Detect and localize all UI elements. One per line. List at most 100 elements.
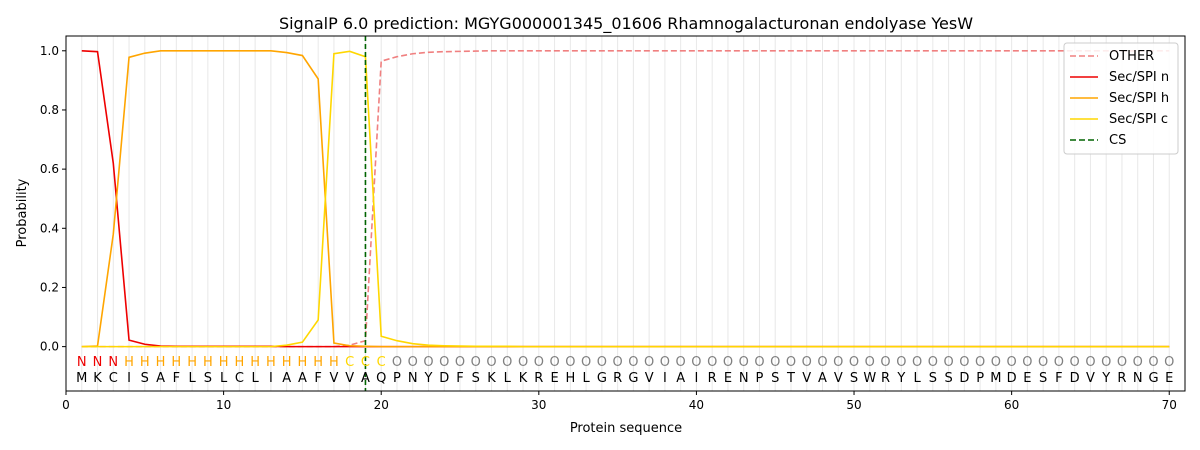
amino-acid-label: Y xyxy=(1101,371,1110,386)
amino-acid-label: S xyxy=(850,371,858,386)
amino-acid-label: D xyxy=(1007,371,1017,386)
x-axis-ticks: 0 10 20 30 40 50 60 70 xyxy=(62,391,1177,412)
region-label: O xyxy=(817,355,827,370)
amino-acid-label: C xyxy=(235,371,244,386)
legend-label: Sec/SPI c xyxy=(1109,112,1168,127)
amino-acid-label: P xyxy=(393,371,401,386)
amino-acid-label: N xyxy=(1133,371,1143,386)
series-line-0 xyxy=(81,49,1170,348)
amino-acid-label: N xyxy=(739,371,749,386)
region-label: H xyxy=(282,355,292,370)
amino-acid-label: S xyxy=(472,371,480,386)
region-label: N xyxy=(108,355,118,370)
y-tick-label: 0.2 xyxy=(40,280,59,294)
amino-acid-label: M xyxy=(76,371,87,386)
legend-label: Sec/SPI h xyxy=(1109,91,1169,106)
region-label: C xyxy=(345,355,354,370)
amino-acid-label: L xyxy=(582,371,590,386)
amino-acid-label: R xyxy=(1117,371,1126,386)
y-tick-label: 1.0 xyxy=(40,44,59,58)
amino-acid-label: A xyxy=(282,371,291,386)
region-label: O xyxy=(676,355,686,370)
amino-acid-label: Y xyxy=(424,371,433,386)
region-label: H xyxy=(187,355,197,370)
region-label: O xyxy=(723,355,733,370)
amino-acid-label: L xyxy=(252,371,260,386)
amino-acid-label: K xyxy=(93,371,102,386)
amino-acid-label: R xyxy=(613,371,622,386)
residue-labels: NMNKNCHIHSHAHFHLHSHLHCHLHIHAHAHFHVCVCACQ… xyxy=(76,355,1174,386)
x-axis-label: Protein sequence xyxy=(570,421,682,436)
x-tick-label: 70 xyxy=(1162,398,1177,412)
grid-lines xyxy=(81,36,1170,391)
amino-acid-label: F xyxy=(1055,371,1062,386)
region-label: O xyxy=(549,355,559,370)
amino-acid-label: V xyxy=(345,371,354,386)
amino-acid-label: E xyxy=(724,371,732,386)
amino-acid-label: A xyxy=(818,371,827,386)
region-label: O xyxy=(660,355,670,370)
amino-acid-label: I xyxy=(269,371,273,386)
amino-acid-label: K xyxy=(487,371,496,386)
amino-acid-label: Q xyxy=(376,371,386,386)
amino-acid-label: E xyxy=(1023,371,1031,386)
series-line-2 xyxy=(81,49,1170,348)
region-label: O xyxy=(865,355,875,370)
amino-acid-label: F xyxy=(456,371,463,386)
y-axis-ticks: 0.0 0.2 0.4 0.6 0.8 1.0 xyxy=(40,44,66,354)
region-label: O xyxy=(597,355,607,370)
amino-acid-label: A xyxy=(676,371,685,386)
amino-acid-label: V xyxy=(1086,371,1095,386)
region-label: O xyxy=(581,355,591,370)
amino-acid-label: M xyxy=(990,371,1001,386)
amino-acid-label: A xyxy=(361,371,370,386)
region-label: O xyxy=(1101,355,1111,370)
amino-acid-label: N xyxy=(408,371,418,386)
region-label: H xyxy=(156,355,166,370)
region-label: O xyxy=(754,355,764,370)
amino-acid-label: S xyxy=(204,371,212,386)
amino-acid-label: L xyxy=(504,371,512,386)
region-label: O xyxy=(471,355,481,370)
region-label: O xyxy=(1164,355,1174,370)
region-label: C xyxy=(361,355,370,370)
amino-acid-label: P xyxy=(976,371,984,386)
region-label: O xyxy=(534,355,544,370)
series-lines xyxy=(81,36,1170,391)
amino-acid-label: A xyxy=(298,371,307,386)
region-label: O xyxy=(1054,355,1064,370)
amino-acid-label: D xyxy=(439,371,449,386)
region-label: H xyxy=(203,355,213,370)
amino-acid-label: S xyxy=(944,371,952,386)
amino-acid-label: I xyxy=(695,371,699,386)
region-label: O xyxy=(644,355,654,370)
region-label: O xyxy=(1022,355,1032,370)
region-label: O xyxy=(896,355,906,370)
legend-label: Sec/SPI n xyxy=(1109,70,1169,85)
amino-acid-label: W xyxy=(863,371,876,386)
x-tick-label: 60 xyxy=(1004,398,1019,412)
region-label: O xyxy=(455,355,465,370)
region-label: O xyxy=(975,355,985,370)
amino-acid-label: K xyxy=(519,371,528,386)
amino-acid-label: C xyxy=(109,371,118,386)
y-axis-label: Probability xyxy=(15,178,30,247)
region-label: H xyxy=(250,355,260,370)
region-label: O xyxy=(1148,355,1158,370)
region-label: H xyxy=(140,355,150,370)
region-label: O xyxy=(518,355,528,370)
region-label: O xyxy=(691,355,701,370)
amino-acid-label: R xyxy=(708,371,717,386)
region-label: O xyxy=(928,355,938,370)
amino-acid-label: S xyxy=(1039,371,1047,386)
amino-acid-label: S xyxy=(929,371,937,386)
region-label: O xyxy=(849,355,859,370)
amino-acid-label: G xyxy=(597,371,607,386)
amino-acid-label: V xyxy=(802,371,811,386)
region-label: O xyxy=(565,355,575,370)
y-tick-label: 0.4 xyxy=(40,221,59,235)
legend-label: OTHER xyxy=(1109,49,1154,64)
region-label: H xyxy=(219,355,229,370)
amino-acid-label: P xyxy=(756,371,764,386)
